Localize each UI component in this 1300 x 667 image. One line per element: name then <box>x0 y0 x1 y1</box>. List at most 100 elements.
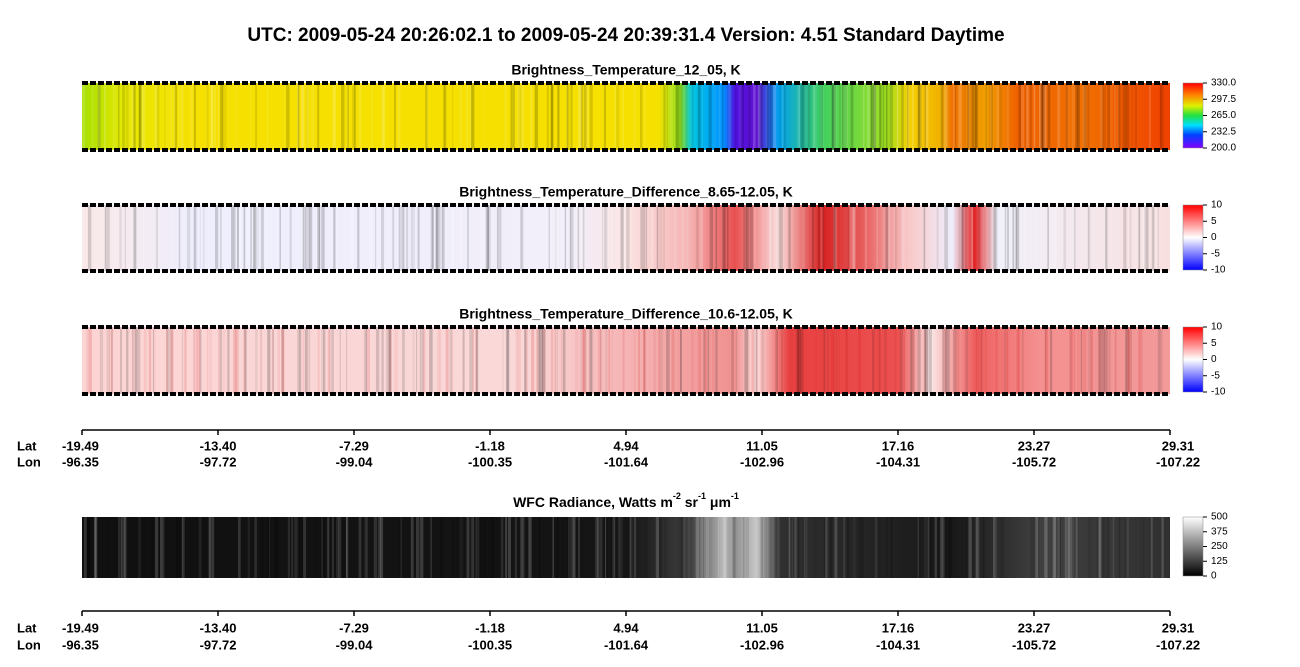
heatmap-texture <box>528 517 532 578</box>
heatmap-texture <box>358 83 362 150</box>
heatmap-texture <box>466 517 470 578</box>
heatmap-texture <box>1124 517 1126 578</box>
heatmap-texture <box>742 517 745 578</box>
heatmap-texture <box>579 205 582 271</box>
heatmap-texture <box>769 205 773 271</box>
heatmap-texture <box>815 327 818 394</box>
heatmap-texture <box>974 83 977 150</box>
heatmap-texture <box>595 517 598 578</box>
heatmap-texture <box>1143 205 1147 271</box>
heatmap-texture <box>753 327 756 394</box>
heatmap-texture <box>316 205 319 271</box>
heatmap-texture <box>534 83 539 150</box>
heatmap-texture <box>323 517 326 578</box>
heatmap-texture <box>169 83 171 150</box>
heatmap-texture <box>682 517 685 578</box>
heatmap-texture <box>83 517 87 578</box>
heatmap-texture <box>1087 205 1090 271</box>
heatmap-texture <box>297 327 300 394</box>
heatmap-texture <box>512 83 515 150</box>
heatmap-texture <box>853 517 856 578</box>
heatmap-texture <box>882 83 885 150</box>
heatmap-texture <box>198 517 202 578</box>
heatmap-texture <box>386 327 389 394</box>
heatmap-texture <box>1077 83 1080 150</box>
heatmap-texture <box>246 205 250 271</box>
heatmap-texture <box>569 517 572 578</box>
heatmap-texture <box>207 327 209 394</box>
heatmap-texture <box>289 205 292 271</box>
heatmap-texture <box>944 327 948 394</box>
heatmap-texture <box>971 205 974 271</box>
heatmap-texture <box>1025 83 1027 150</box>
heatmap-texture <box>746 205 749 271</box>
heatmap-texture <box>645 205 648 271</box>
heatmap-texture <box>176 517 180 578</box>
heatmap-texture <box>553 205 557 271</box>
heatmap-texture <box>779 205 783 271</box>
colorbar-tick-label: 10 <box>1211 200 1223 211</box>
heatmap-texture <box>476 327 479 394</box>
heatmap-texture <box>346 327 348 394</box>
heatmap-texture <box>354 83 356 150</box>
heatmap-texture <box>1157 205 1160 271</box>
heatmap-texture <box>953 327 955 394</box>
heatmap-texture <box>119 327 123 394</box>
heatmap-texture <box>556 517 560 578</box>
heatmap-texture <box>332 83 336 150</box>
heatmap-texture <box>827 327 829 394</box>
colorbar <box>1182 82 1204 149</box>
heatmap-texture <box>889 83 893 150</box>
heatmap-texture <box>643 327 646 394</box>
heatmap-texture <box>976 327 980 394</box>
heatmap-texture <box>377 205 381 271</box>
heatmap-texture <box>93 517 97 578</box>
heatmap-texture <box>1006 83 1009 150</box>
heatmap-texture <box>174 83 177 150</box>
heatmap-texture <box>1006 327 1009 394</box>
heatmap-texture <box>870 83 873 150</box>
heatmap-texture <box>435 205 438 271</box>
heatmap-texture <box>988 83 992 150</box>
heatmap-texture <box>703 327 706 394</box>
heatmap-texture <box>944 83 948 150</box>
heatmap-texture <box>1144 205 1146 271</box>
heatmap-texture <box>357 205 360 271</box>
heatmap-texture <box>423 327 425 394</box>
heatmap-texture <box>150 517 154 578</box>
lat-tick-label: -1.18 <box>475 620 505 635</box>
heatmap-texture <box>1142 205 1145 271</box>
heatmap-texture <box>303 517 307 578</box>
heatmap-texture <box>999 205 1004 271</box>
heatmap-texture <box>796 327 798 394</box>
heatmap-texture <box>1021 83 1025 150</box>
heatmap-texture <box>1148 83 1151 150</box>
heatmap-texture <box>1145 205 1149 271</box>
heatmap-texture <box>272 327 275 394</box>
colorbar <box>1182 204 1204 271</box>
heatmap-texture <box>879 83 882 150</box>
heatmap-texture <box>479 517 482 578</box>
heatmap-texture <box>658 205 663 271</box>
heatmap-texture <box>1076 327 1079 394</box>
heatmap-texture <box>1068 83 1070 150</box>
heatmap-texture <box>540 327 544 394</box>
heatmap-texture <box>961 205 964 271</box>
heatmap-texture <box>850 83 854 150</box>
heatmap-texture <box>777 517 780 578</box>
heatmap-texture <box>483 205 486 271</box>
heatmap-texture <box>674 205 677 271</box>
heatmap-texture <box>886 83 889 150</box>
heatmap-texture <box>641 205 646 271</box>
heatmap-texture <box>456 517 458 578</box>
heatmap-texture <box>470 83 475 150</box>
lon-label: Lon <box>17 454 41 469</box>
heatmap-texture <box>581 327 585 394</box>
lon-tick-label: -104.31 <box>876 637 920 652</box>
heatmap-texture <box>663 83 666 150</box>
heatmap-texture <box>680 327 682 394</box>
heatmap-texture <box>553 205 557 271</box>
heatmap-texture <box>940 517 944 578</box>
heatmap-texture <box>154 83 158 150</box>
heatmap-texture <box>580 83 583 150</box>
